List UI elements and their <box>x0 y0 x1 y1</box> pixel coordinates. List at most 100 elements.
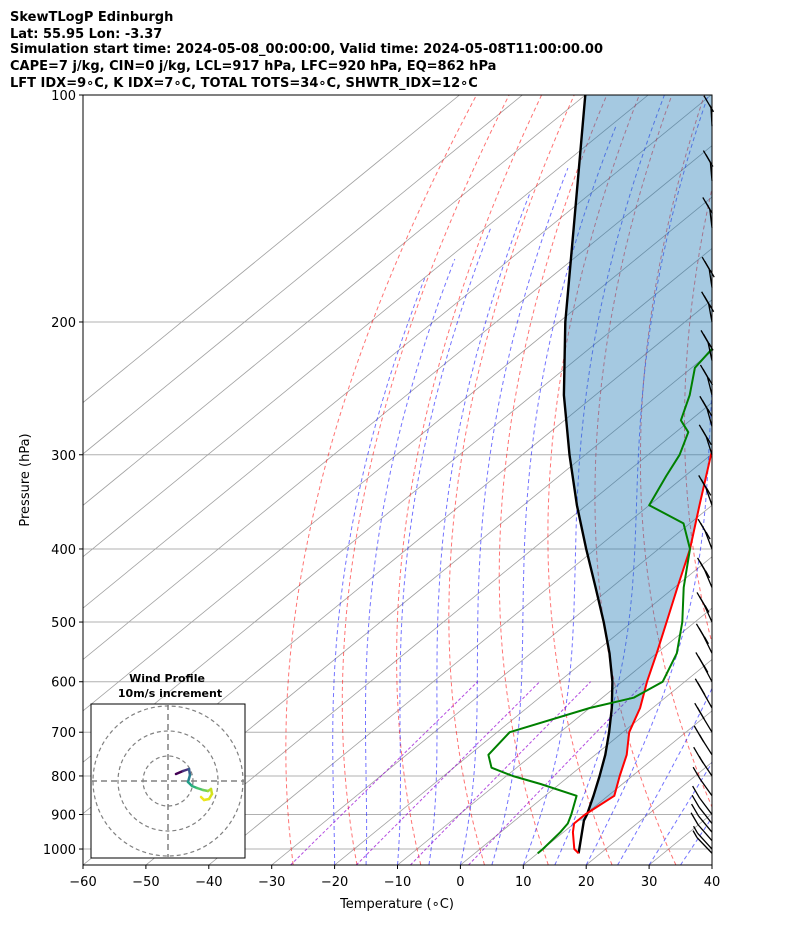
y-tick-label: 700 <box>51 726 76 741</box>
isotherm <box>711 864 712 865</box>
range-ring <box>117 730 219 832</box>
wind-barb <box>690 812 713 842</box>
hodograph-segment <box>174 769 185 776</box>
y-axis-label: Pressure (hPa) <box>18 433 33 526</box>
y-tick-label: 300 <box>51 449 76 464</box>
moist-adiabat <box>365 258 456 865</box>
y-tick-label: 900 <box>51 809 76 824</box>
cape-fill <box>564 95 712 821</box>
isotherm <box>83 95 460 404</box>
inset-subtitle: 10m/s increment <box>118 687 222 700</box>
title-line-2: Lat: 55.95 Lon: -3.37 <box>10 27 162 42</box>
wind-barb <box>693 725 713 756</box>
y-tick-label: 800 <box>51 770 76 785</box>
x-tick-label: −40 <box>195 875 222 890</box>
dewpoint-profile-line <box>487 347 712 855</box>
isotherm <box>334 556 712 865</box>
wind-barb <box>692 830 713 854</box>
dry-adiabats <box>285 95 794 865</box>
profiles <box>487 95 712 855</box>
temperature-profile-line <box>571 447 712 855</box>
wind-barb <box>691 803 713 833</box>
isotherm <box>460 658 712 865</box>
moist-adiabats <box>332 95 794 865</box>
mixing-ratio-line <box>290 681 478 865</box>
moist-adiabat <box>522 95 665 865</box>
x-axis-ticks: −60 −50 −40 −30 −20 −10 0 10 20 30 40 <box>69 865 720 890</box>
y-tick-label: 400 <box>51 543 76 558</box>
title-line-4: CAPE=7 j/kg, CIN=0 j/kg, LCL=917 hPa, LF… <box>10 59 496 74</box>
title-line-1: SkewTLogP Edinburgh <box>10 10 173 25</box>
dry-adiabat <box>498 95 608 865</box>
y-tick-label: 500 <box>51 616 76 631</box>
x-tick-label: 30 <box>641 875 658 890</box>
x-tick-label: 40 <box>704 875 721 890</box>
isotherm <box>83 145 712 660</box>
wind-barb <box>692 785 713 815</box>
mixing-ratio-line <box>355 681 541 865</box>
wind-barb <box>696 592 713 623</box>
wind-barb <box>698 424 713 455</box>
isotherm <box>83 95 586 506</box>
wind-barb <box>694 702 713 733</box>
moist-adiabat <box>428 193 531 865</box>
x-tick-label: −10 <box>384 875 411 890</box>
x-tick-label: −20 <box>321 875 348 890</box>
moist-adiabat <box>459 167 569 865</box>
y-tick-label: 1000 <box>43 843 76 858</box>
x-axis-label: Temperature (∘C) <box>339 897 454 912</box>
isotherm <box>397 607 712 865</box>
moist-adiabat <box>744 95 794 865</box>
hodograph-segment <box>199 795 206 802</box>
x-tick-label: −60 <box>69 875 96 890</box>
dry-adiabat <box>683 186 712 645</box>
dry-adiabat <box>639 95 712 809</box>
isotherm <box>83 95 712 609</box>
y-tick-label: 600 <box>51 676 76 691</box>
cape-area <box>564 95 712 821</box>
dry-adiabat <box>341 95 510 865</box>
title-line-3: Simulation start time: 2024-05-08_00:00:… <box>10 42 603 57</box>
isotherm <box>83 95 649 558</box>
chart-title: SkewTLogP Edinburgh Lat: 55.95 Lon: -3.3… <box>10 10 603 91</box>
moist-adiabat <box>585 380 712 865</box>
dry-adiabat <box>396 95 543 865</box>
moist-adiabat <box>491 126 617 865</box>
isotherm <box>775 95 794 865</box>
isotherm <box>83 196 712 712</box>
parcel-profile-line <box>562 95 614 854</box>
isotherm <box>145 402 712 865</box>
wind-barb <box>692 825 713 850</box>
moist-adiabat <box>332 278 426 865</box>
mixing-ratio-line <box>410 681 592 865</box>
wind-barb <box>697 518 713 550</box>
y-tick-label: 200 <box>51 316 76 331</box>
x-tick-label: 10 <box>515 875 532 890</box>
mixing-ratio-lines <box>290 681 646 865</box>
dry-adiabat <box>448 95 575 865</box>
wind-barb <box>695 652 713 683</box>
inset-title: Wind Profile <box>129 672 205 685</box>
dry-adiabat <box>547 95 640 865</box>
wind-barb <box>691 794 713 824</box>
mixing-ratio-line <box>468 681 646 865</box>
moist-adiabat <box>711 864 712 865</box>
wind-profile-inset: Wind Profile 10m/s increment <box>90 672 246 859</box>
y-tick-label: 100 <box>51 89 76 104</box>
y-axis-ticks: 1000 900 800 700 600 500 400 300 200 100 <box>43 89 83 858</box>
title-line-5: LFT IDX=9∘C, K IDX=7∘C, TOTAL TOTS=34∘C,… <box>10 76 478 91</box>
x-tick-label: −30 <box>258 875 285 890</box>
dry-adiabat <box>769 95 794 865</box>
x-tick-label: 0 <box>456 875 464 890</box>
moist-adiabat <box>554 95 709 865</box>
dry-adiabat <box>285 95 477 865</box>
x-tick-label: −50 <box>132 875 159 890</box>
wind-barb <box>699 395 713 427</box>
moist-adiabat <box>397 227 492 865</box>
dry-adiabat <box>727 95 794 865</box>
wind-barb <box>697 557 713 588</box>
x-tick-label: 20 <box>578 875 595 890</box>
wind-barb <box>693 746 713 777</box>
wind-barb <box>695 623 713 654</box>
